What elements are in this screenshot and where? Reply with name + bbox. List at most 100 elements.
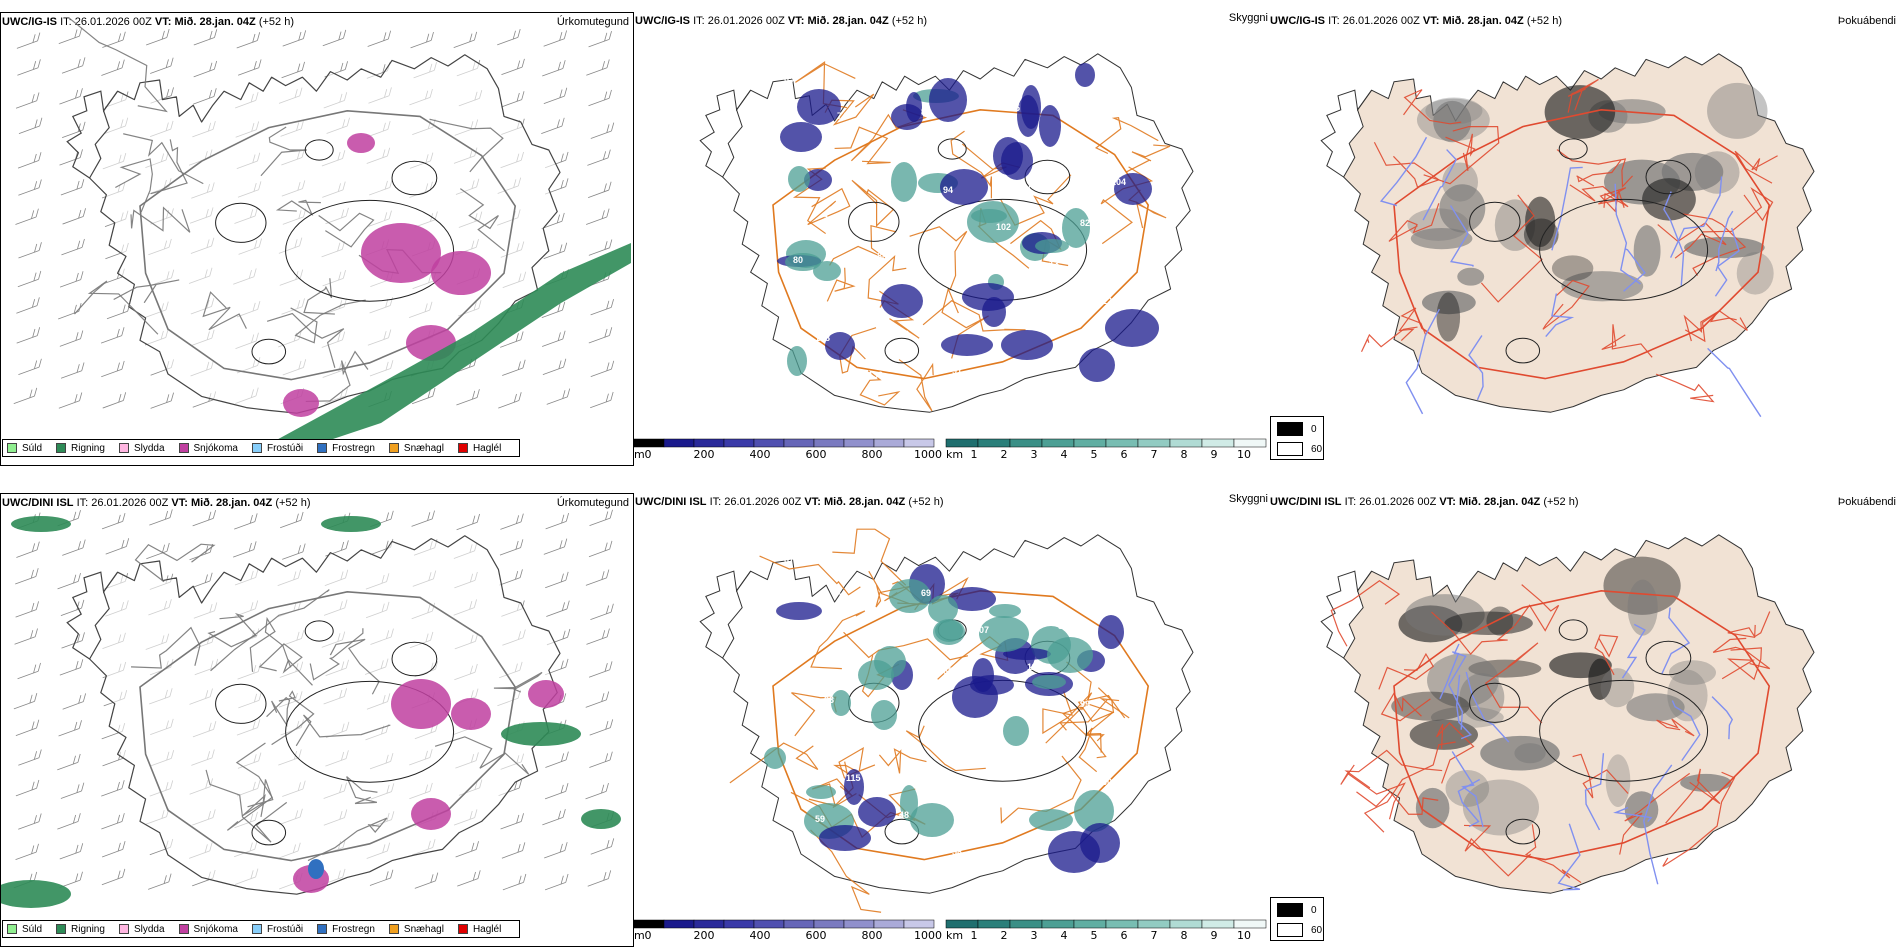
cloud-cell: [787, 346, 807, 376]
road-line: [1078, 727, 1105, 773]
cloud-cell: [1074, 790, 1114, 832]
valid-time: Mið. 28.jan. 04Z: [1458, 496, 1541, 508]
legend-item: Snæhagl: [388, 443, 444, 454]
river-line: [1623, 248, 1646, 292]
wind-barb: [17, 152, 42, 169]
road-line: [1682, 213, 1747, 276]
wind-barb: [282, 30, 307, 47]
fog-shading: [1439, 184, 1486, 233]
cloud-cell: [1105, 309, 1159, 347]
wind-barb: [367, 30, 392, 47]
wind-barb: [543, 538, 568, 555]
lead-time: (+52 h): [275, 497, 311, 509]
wind-barb: [62, 693, 87, 710]
road-line: [807, 187, 851, 226]
cloudbase-bar-cell: [903, 919, 935, 929]
cloud-cell: [844, 769, 864, 805]
cloud-cell: [764, 747, 786, 769]
panel-title-fog: Þokuábendi: [1837, 496, 1896, 508]
wind-barb: [588, 239, 613, 256]
river-line: [1422, 149, 1458, 221]
cloudbase-value-label: 77: [837, 592, 847, 602]
legend-swatch: [56, 443, 67, 453]
cloudbase-value-label: 84: [846, 292, 856, 302]
road-line: [202, 291, 247, 331]
precip-type-legend: Súld Rigning Slydda Snjókoma Frostúði Frostre…: [2, 439, 521, 457]
visibility-tick: 2: [1000, 929, 1008, 942]
road-line: [493, 671, 543, 693]
wind-barb: [587, 149, 611, 166]
fog-legend-label: 60: [1311, 924, 1323, 936]
wind-barb: [101, 780, 125, 797]
cloudbase-value-label: 94: [943, 185, 953, 195]
cloud-cell: [1098, 615, 1124, 649]
cloud-cell: [1029, 809, 1073, 831]
road-line: [792, 167, 826, 235]
wind-barb: [542, 808, 566, 826]
fog-legend-swatch: [1277, 442, 1303, 456]
cloudbase-value-label: 112: [983, 806, 998, 816]
precip-type-panel: UWC/DINI ISL IT: 26.01.2026 00Z VT: Mið.…: [0, 493, 634, 947]
visibility-bar-cell: [945, 919, 979, 929]
init-time: 26.01.2026 00Z: [1359, 496, 1437, 508]
wind-barb: [544, 783, 569, 800]
glacier-outline: [1645, 159, 1692, 195]
init-time-label: IT:: [1328, 15, 1340, 27]
cloudbase-value-label: 67: [793, 736, 803, 746]
cloudbase-value-label: 56: [1049, 740, 1059, 750]
cloudbase-tick: 600: [805, 929, 827, 942]
wind-barb: [15, 92, 40, 109]
legend-swatch: [118, 924, 129, 934]
wind-barb: [106, 302, 131, 320]
wind-barb: [60, 599, 85, 617]
cloudbase-bar-cell: [813, 919, 845, 929]
cloudbase-tick: 0: [644, 448, 652, 461]
road-line: [258, 643, 313, 686]
road-line: [859, 370, 901, 406]
cloud-cell: [788, 166, 810, 192]
wind-barb: [16, 32, 41, 49]
wind-barb: [102, 392, 127, 409]
road-line: [113, 279, 180, 303]
wind-barb: [322, 29, 347, 47]
wind-barb: [586, 208, 610, 225]
fog-legend-row: 60: [1277, 923, 1322, 937]
wind-barb: [544, 842, 568, 859]
river-line: [1439, 643, 1460, 700]
snow-area: [391, 679, 451, 729]
wind-barb: [541, 212, 565, 230]
cloudbase-tick: 600: [805, 448, 827, 461]
cloud-cell: [989, 604, 1021, 618]
river-line: [1661, 607, 1691, 675]
wind-barb: [101, 360, 125, 378]
glacier-outline: [884, 337, 920, 364]
river-line: [1711, 696, 1734, 740]
snow-area: [431, 251, 491, 295]
river-line: [1379, 136, 1428, 207]
legend-label: Rigning: [71, 923, 105, 935]
wind-barb: [59, 843, 84, 860]
cloud-cell: [979, 616, 1029, 652]
precip-map: [13, 17, 631, 453]
visibility-bar-cell: [1137, 919, 1171, 929]
legend-item: Súld: [7, 443, 42, 454]
cloud-cell: [1003, 716, 1029, 746]
road-line: [205, 769, 288, 843]
panel-header: UWC/DINI ISL IT: 26.01.2026 00Z VT: Mið.…: [2, 497, 311, 510]
road-line: [1463, 824, 1532, 877]
valid-time-label: VT:: [804, 496, 821, 508]
cloud-cell: [928, 595, 958, 623]
wind-barb: [502, 359, 526, 376]
glacier-outline: [1558, 138, 1588, 160]
panel-title-precip: Úrkomutegund: [556, 497, 629, 509]
legend-swatch: [251, 443, 262, 453]
wind-barb: [18, 242, 42, 259]
snow-area: [528, 680, 564, 708]
cloudbase-tick: 400: [749, 929, 771, 942]
fog-legend: 0 60: [1270, 897, 1324, 941]
road-line: [242, 779, 274, 818]
legend-label: Frostúði: [266, 923, 304, 935]
wind-barb: [62, 208, 86, 225]
road-line: [1445, 133, 1476, 171]
cloudbase-value-label: 85: [921, 107, 931, 117]
